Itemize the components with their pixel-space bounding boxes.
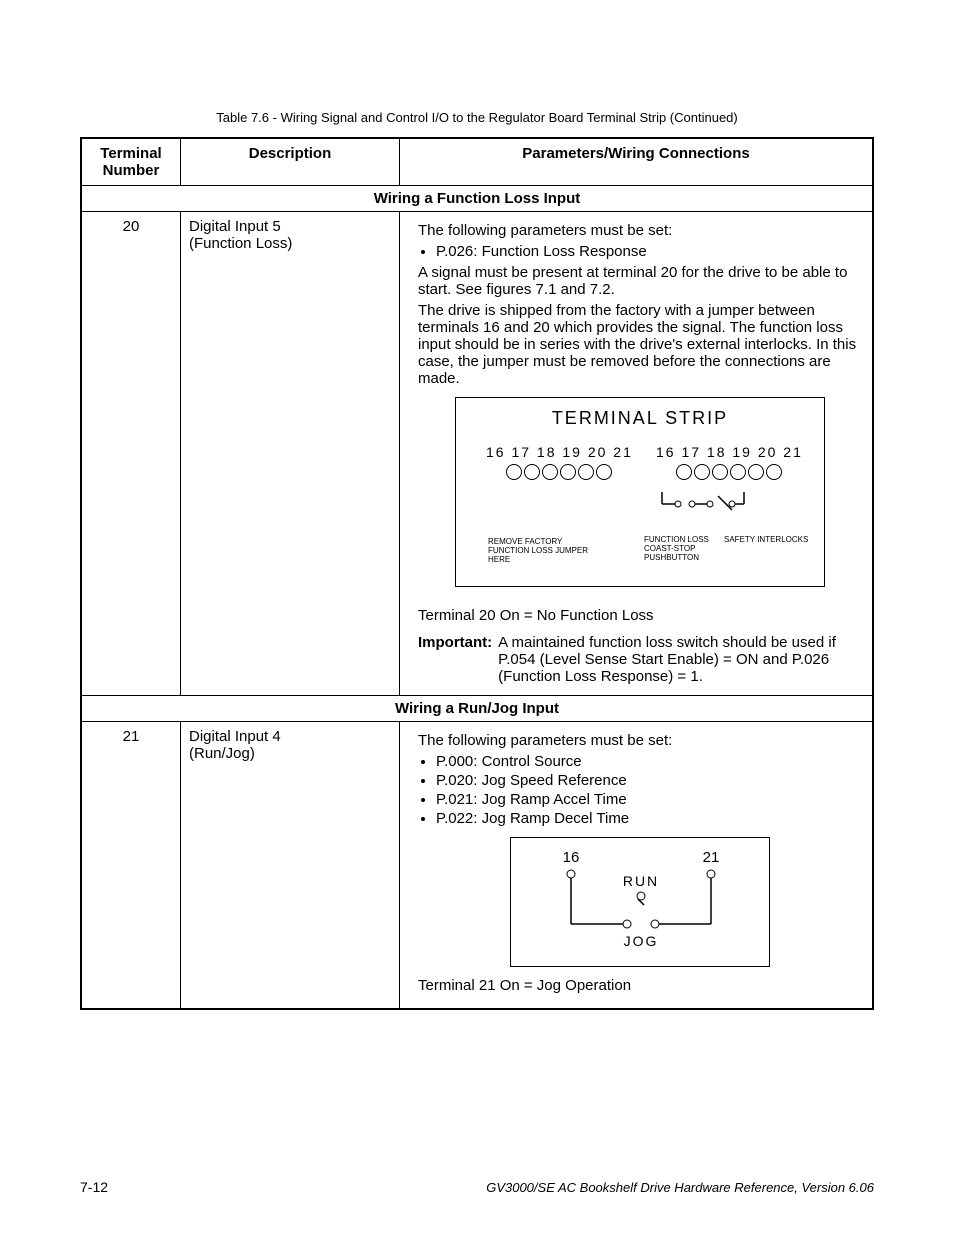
terminal-circle-icon bbox=[524, 464, 540, 480]
svg-text-run: RUN bbox=[623, 873, 659, 889]
strip-numbers: 16 17 18 19 20 21 bbox=[486, 444, 633, 460]
list-item: P.022: Jog Ramp Decel Time bbox=[436, 810, 862, 827]
terminal-strip-diagram: TERMINAL STRIP 16 17 18 19 20 21 16 17 1… bbox=[455, 397, 825, 587]
footer-title: GV3000/SE AC Bookshelf Drive Hardware Re… bbox=[486, 1180, 874, 1195]
terminal-circle-icon bbox=[578, 464, 594, 480]
wire-svg bbox=[648, 492, 788, 522]
list-item: P.021: Jog Ramp Accel Time bbox=[436, 791, 862, 808]
strip-numbers: 16 17 18 19 20 21 bbox=[656, 444, 803, 460]
list-item: P.020: Jog Speed Reference bbox=[436, 772, 862, 789]
desc-line: (Function Loss) bbox=[189, 235, 391, 252]
svg-text-jog: JOG bbox=[624, 933, 659, 949]
terminal-number-20: 20 bbox=[81, 212, 181, 696]
para: The drive is shipped from the factory wi… bbox=[418, 302, 862, 387]
table-caption: Table 7.6 - Wiring Signal and Control I/… bbox=[80, 110, 874, 125]
terminal-circle-icon bbox=[694, 464, 710, 480]
section2-title: Wiring a Run/Jog Input bbox=[81, 696, 873, 722]
terminal-number-21: 21 bbox=[81, 722, 181, 1010]
strip-right: 16 17 18 19 20 21 bbox=[656, 444, 803, 485]
terminal-circle-icon bbox=[730, 464, 746, 480]
table-row: 21 Digital Input 4 (Run/Jog) The followi… bbox=[81, 722, 873, 1010]
header-description: Description bbox=[181, 138, 400, 186]
terminal-circles bbox=[486, 464, 633, 485]
terminal-circle-icon bbox=[676, 464, 692, 480]
tiny-line: PUSHBUTTON bbox=[644, 554, 709, 563]
terminal-circle-icon bbox=[542, 464, 558, 480]
para: Terminal 20 On = No Function Loss bbox=[418, 607, 862, 624]
page-footer: 7-12 GV3000/SE AC Bookshelf Drive Hardwa… bbox=[80, 1179, 874, 1195]
tiny-label-left: REMOVE FACTORY FUNCTION LOSS JUMPER HERE bbox=[488, 538, 598, 564]
bullet-list: P.026: Function Loss Response bbox=[418, 243, 862, 260]
page: Table 7.6 - Wiring Signal and Control I/… bbox=[0, 0, 954, 1235]
para: Terminal 21 On = Jog Operation bbox=[418, 977, 862, 994]
terminal-circles bbox=[656, 464, 803, 485]
table-row: 20 Digital Input 5 (Function Loss) The f… bbox=[81, 212, 873, 696]
tiny-label-right: SAFETY INTERLOCKS bbox=[724, 536, 808, 545]
terminal-circle-icon bbox=[560, 464, 576, 480]
important-note: Important: A maintained function loss sw… bbox=[418, 634, 862, 685]
run-jog-svg: 16 21 RUN bbox=[511, 838, 771, 968]
para: The following parameters must be set: bbox=[418, 732, 862, 749]
terminal-circle-icon bbox=[506, 464, 522, 480]
terminal-circle-icon bbox=[596, 464, 612, 480]
list-item: P.000: Control Source bbox=[436, 753, 862, 770]
desc-line: Digital Input 5 bbox=[189, 218, 391, 235]
description-cell-21: Digital Input 4 (Run/Jog) bbox=[181, 722, 400, 1010]
wiring-table: Terminal Number Description Parameters/W… bbox=[80, 137, 874, 1010]
run-jog-diagram: 16 21 RUN bbox=[510, 837, 770, 967]
section1-title: Wiring a Function Loss Input bbox=[81, 186, 873, 212]
terminal-circle-icon bbox=[712, 464, 728, 480]
list-item: P.026: Function Loss Response bbox=[436, 243, 862, 260]
important-label: Important: bbox=[418, 634, 492, 685]
para: The following parameters must be set: bbox=[418, 222, 862, 239]
terminal-circle-icon bbox=[766, 464, 782, 480]
important-text: A maintained function loss switch should… bbox=[498, 634, 862, 685]
page-number: 7-12 bbox=[80, 1179, 108, 1195]
header-params: Parameters/Wiring Connections bbox=[400, 138, 874, 186]
terminal-circle-icon bbox=[748, 464, 764, 480]
strip-left: 16 17 18 19 20 21 bbox=[486, 444, 633, 485]
para: A signal must be present at terminal 20 … bbox=[418, 264, 862, 298]
desc-line: (Run/Jog) bbox=[189, 745, 391, 762]
params-cell-21: The following parameters must be set: P.… bbox=[400, 722, 874, 1010]
tiny-label-mid: FUNCTION LOSS COAST-STOP PUSHBUTTON bbox=[644, 536, 709, 562]
diagram-title: TERMINAL STRIP bbox=[456, 408, 824, 429]
bullet-list: P.000: Control Source P.020: Jog Speed R… bbox=[418, 753, 862, 827]
description-cell-20: Digital Input 5 (Function Loss) bbox=[181, 212, 400, 696]
header-terminal: Terminal Number bbox=[81, 138, 181, 186]
params-cell-20: The following parameters must be set: P.… bbox=[400, 212, 874, 696]
desc-line: Digital Input 4 bbox=[189, 728, 391, 745]
